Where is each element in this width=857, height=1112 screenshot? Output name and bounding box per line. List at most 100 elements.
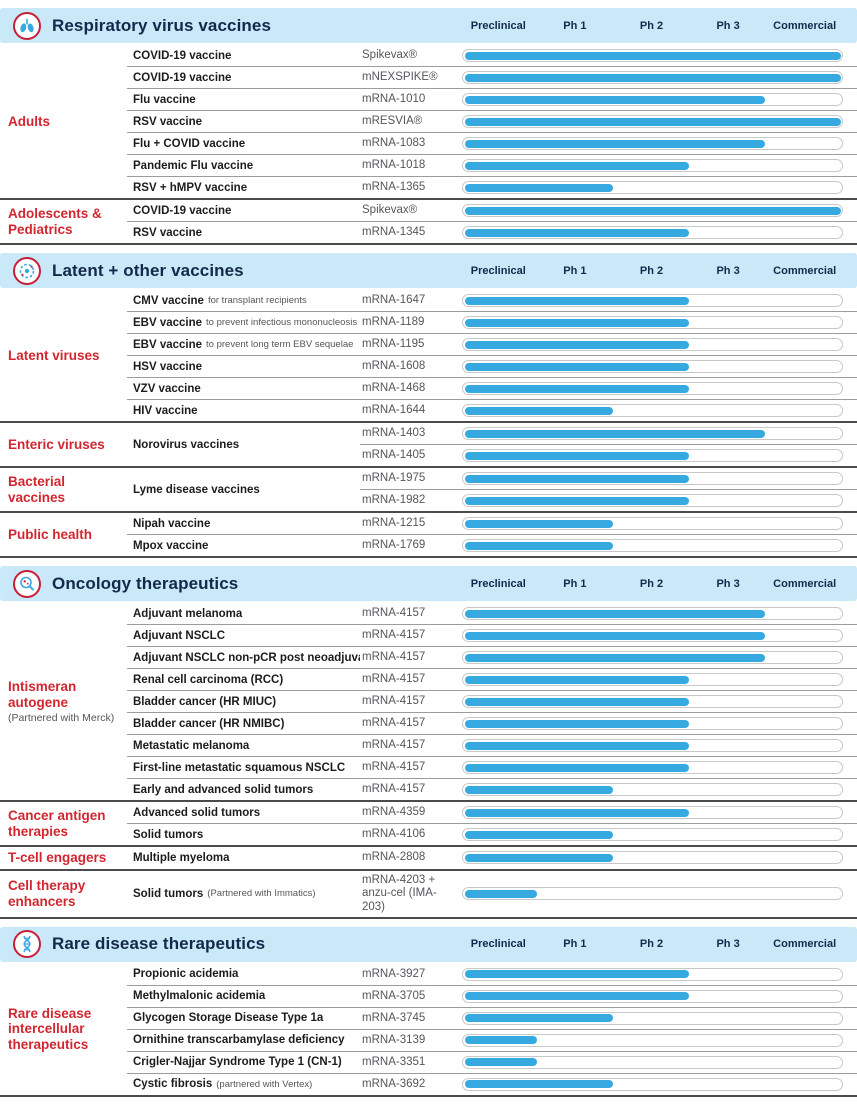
phase-progress-bar xyxy=(464,139,765,148)
mrna-code: mRNA-1468 xyxy=(362,381,426,394)
program-name-text: VZV vaccine xyxy=(133,382,201,395)
entry-rows: mRNA-1975 mRNA-1982 xyxy=(360,468,857,511)
phase-track xyxy=(462,316,843,329)
section-body: Rare disease intercellular therapeutics P… xyxy=(0,964,857,1097)
entry-rows: mRNA-1769 xyxy=(360,535,857,556)
pipeline-section: Latent + other vaccines Preclinical Ph 1 Ph… xyxy=(0,253,857,558)
program-name-text: Early and advanced solid tumors xyxy=(133,783,314,796)
program-name: Solid tumors (Partnered with Immatics) xyxy=(127,871,360,917)
group-rows: Multiple myeloma mRNA-2808 xyxy=(127,847,857,869)
section-body: Intismeran autogene (Partnered with Merck… xyxy=(0,603,857,919)
mrna-code: mRNA-1403 xyxy=(362,426,426,439)
entry-rows: mRNA-1189 xyxy=(360,312,857,333)
program-name: COVID-19 vaccine xyxy=(127,200,360,221)
phase-track xyxy=(462,783,843,796)
mrna-code: mRNA-3927 xyxy=(362,967,426,980)
table-row: RSV vaccine mRNA-1345 xyxy=(127,221,857,243)
phase-column-label: Ph 2 xyxy=(639,264,664,277)
group-label: Intismeran autogene (Partnered with Merck… xyxy=(0,603,127,800)
table-row: Cystic fibrosis (partnered with Vertex) mR… xyxy=(127,1072,857,1095)
section-header-left: Respiratory virus vaccines xyxy=(0,11,460,41)
program-name-text: RSV vaccine xyxy=(133,115,203,128)
group-label-text: Adolescents & Pediatrics xyxy=(8,205,102,237)
phase-progress-bar xyxy=(464,228,689,237)
group-label-text: Cell therapy enhancers xyxy=(8,878,86,909)
table-row: Flu + COVID vaccine mRNA-1083 xyxy=(127,132,857,154)
program-name-text: CMV vaccine xyxy=(133,294,204,307)
section-header-left: Latent + other vaccines xyxy=(0,256,460,286)
group-label-text: Bacterial vaccines xyxy=(8,473,66,505)
pipeline-section: Rare disease therapeutics Preclinical Ph 1… xyxy=(0,926,857,1097)
mrna-code: Spikevax® xyxy=(362,48,418,61)
group-label: Rare disease intercellular therapeutics xyxy=(0,964,127,1095)
pipeline-chart: Respiratory virus vaccines Preclinical Ph … xyxy=(0,8,857,1097)
mrna-code: mRNA-4203 + anzu-cel (IMA-203) xyxy=(362,874,437,913)
entry-rows: mRNA-3692 xyxy=(360,1074,857,1095)
phase-column-label: Commercial xyxy=(773,577,837,590)
phase-track xyxy=(462,427,843,440)
phase-track xyxy=(462,137,843,150)
dna-icon xyxy=(12,929,42,959)
mrna-code: mRNA-3745 xyxy=(362,1011,426,1024)
pipeline-entry: mRNA-4106 xyxy=(360,824,857,845)
phase-track xyxy=(462,472,843,485)
phase-progress-bar xyxy=(464,830,614,839)
section-header-band: Rare disease therapeutics Preclinical Ph 1… xyxy=(0,926,857,962)
entry-rows: mRNA-1608 xyxy=(360,356,857,377)
mrna-code: mRESVIA® xyxy=(362,114,423,127)
phase-track xyxy=(462,673,843,686)
pipeline-entry: mRNA-1345 xyxy=(360,222,857,243)
table-row: Flu vaccine mRNA-1010 xyxy=(127,88,857,110)
program-group: Adults COVID-19 vaccine Spikevax® COVID-19 … xyxy=(0,45,857,198)
phase-track xyxy=(462,695,843,708)
group-label-text: Public health xyxy=(8,526,93,542)
mrna-code: mRNA-1982 xyxy=(362,493,426,506)
table-row: Metastatic melanoma mRNA-4157 xyxy=(127,734,857,756)
group-label: Bacterial vaccines xyxy=(0,468,127,511)
group-label: Adults xyxy=(0,45,127,198)
group-rows: Norovirus vaccines mRNA-1403 mRNA-1405 xyxy=(127,423,857,466)
program-name-text: RSV vaccine xyxy=(133,226,203,239)
entry-rows: mRNA-1010 xyxy=(360,89,857,110)
table-row: Adjuvant melanoma mRNA-4157 xyxy=(127,603,857,624)
phase-track xyxy=(462,1033,843,1047)
entry-rows: mRNA-4157 xyxy=(360,691,857,712)
entry-rows: mRNA-4157 xyxy=(360,779,857,800)
phase-column-label: Preclinical xyxy=(470,577,526,590)
phase-track xyxy=(462,49,843,62)
mrna-code: mRNA-3705 xyxy=(362,989,426,1002)
phase-track xyxy=(462,989,843,1003)
phase-progress-bar xyxy=(464,992,689,1001)
pipeline-entry: mRNA-1608 xyxy=(360,356,857,377)
entry-rows: Spikevax® xyxy=(360,200,857,221)
phase-track xyxy=(462,1055,843,1069)
table-row: Methylmalonic acidemia mRNA-3705 xyxy=(127,984,857,1007)
phase-column-label: Ph 1 xyxy=(563,938,587,951)
group-rows: Lyme disease vaccines mRNA-1975 mRNA-1982 xyxy=(127,468,857,511)
phase-track xyxy=(462,517,843,530)
phase-column-label: Preclinical xyxy=(470,19,526,32)
program-note: (Partnered with Immatics) xyxy=(207,888,316,900)
program-name-text: Bladder cancer (HR MIUC) xyxy=(133,695,277,708)
program-name: COVID-19 vaccine xyxy=(127,67,360,88)
entry-rows: mRNA-1468 xyxy=(360,378,857,399)
phase-progress-bar xyxy=(464,161,689,170)
pipeline-entry: mRNA-1365 xyxy=(360,177,857,198)
entry-rows: mRNA-4157 xyxy=(360,647,857,668)
program-name-text: Solid tumors xyxy=(133,887,204,900)
group-label-text: Adults xyxy=(8,113,50,129)
oncology-magnifier-icon xyxy=(12,569,42,599)
phase-column-label: Ph 1 xyxy=(563,19,587,32)
section-header-band: Respiratory virus vaccines Preclinical Ph … xyxy=(0,8,857,43)
phase-progress-bar xyxy=(464,474,689,483)
phase-progress-bar xyxy=(464,429,765,438)
phase-track xyxy=(462,226,843,239)
pipeline-entry: mRNA-4157 xyxy=(360,735,857,756)
entry-rows: mRNA-4157 xyxy=(360,713,857,734)
program-name: VZV vaccine xyxy=(127,378,360,399)
entry-rows: mRNA-1647 xyxy=(360,290,857,311)
table-row: Solid tumors (Partnered with Immatics) mRN… xyxy=(127,871,857,917)
program-name-text: Bladder cancer (HR NMIBC) xyxy=(133,717,285,730)
group-rows: COVID-19 vaccine Spikevax® COVID-19 vaccin… xyxy=(127,45,857,198)
